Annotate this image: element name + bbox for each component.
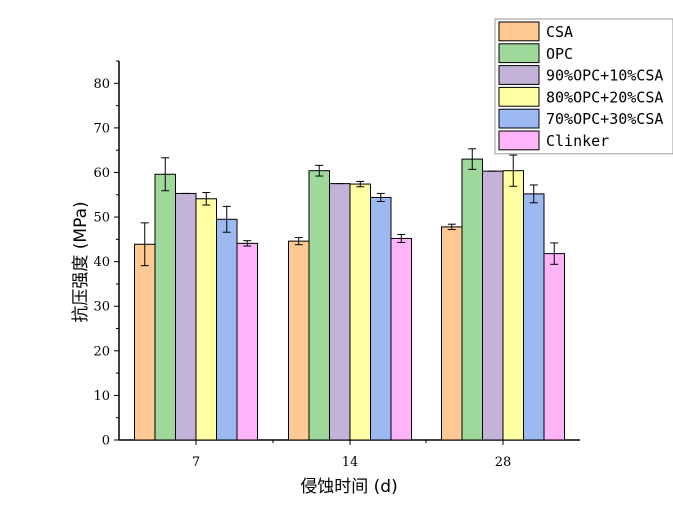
y-tick-label: 20 [93,344,110,359]
legend: CSA OPC 90%OPC+10%CSA 80%OPC+20%CSA 70%OPC+3… [494,18,673,155]
bar-csa-28 [441,226,463,441]
y-tick-label: 10 [93,389,110,404]
x-tick-label: 28 [495,455,512,470]
bar-opc-7 [154,173,176,441]
x-tick-label: 7 [192,455,200,470]
bar-70-opc-30-csa-14 [370,196,392,441]
bar-clinker-28 [543,253,565,441]
bar-80-opc-20-csa-14 [349,183,371,441]
bars-layer [134,158,565,441]
x-tick-label: 14 [342,455,359,470]
legend-label: 70%OPC+30%CSA [546,110,663,128]
bar-90-opc-10-csa-14 [329,183,351,441]
bar-90-opc-10-csa-28 [482,170,504,441]
legend-swatch [498,21,540,42]
tick-labels-layer: 0 10 20 30 40 50 60 70 80 7 14 28 [93,77,511,470]
bar-csa-7 [134,243,156,441]
y-tick-label: 50 [93,211,110,226]
y-tick-label: 30 [93,300,110,315]
y-tick-label: 0 [102,434,110,449]
bar-90-opc-10-csa-7 [175,192,197,441]
legend-label: 80%OPC+20%CSA [546,88,663,106]
bar-70-opc-30-csa-7 [216,218,238,441]
legend-swatch [498,65,540,85]
legend-label: CSA [546,23,573,41]
bar-opc-28 [461,158,483,441]
bar-clinker-14 [390,237,412,441]
x-axis-title: 侵蚀时间 (d) [300,477,397,497]
y-tick-label: 40 [93,255,110,270]
y-tick-label: 70 [93,121,110,136]
legend-swatch [498,86,540,107]
legend-swatch [498,108,540,129]
y-tick-label: 60 [93,166,110,181]
bar-opc-14 [308,170,330,441]
bar-clinker-7 [236,242,258,441]
bar-csa-14 [288,240,310,441]
legend-label: OPC [546,45,573,63]
y-axis-title: 抗压强度 (MPa) [71,201,91,322]
legend-label: 90%OPC+10%CSA [546,67,663,85]
bar-80-opc-20-csa-7 [195,198,217,441]
bar-70-opc-30-csa-28 [523,193,545,441]
bar-80-opc-20-csa-28 [502,170,524,441]
y-tick-label: 80 [93,77,110,92]
legend-swatch [498,43,540,64]
error-bars-layer [140,148,559,267]
legend-label: Clinker [546,132,609,150]
legend-swatch [498,130,540,151]
